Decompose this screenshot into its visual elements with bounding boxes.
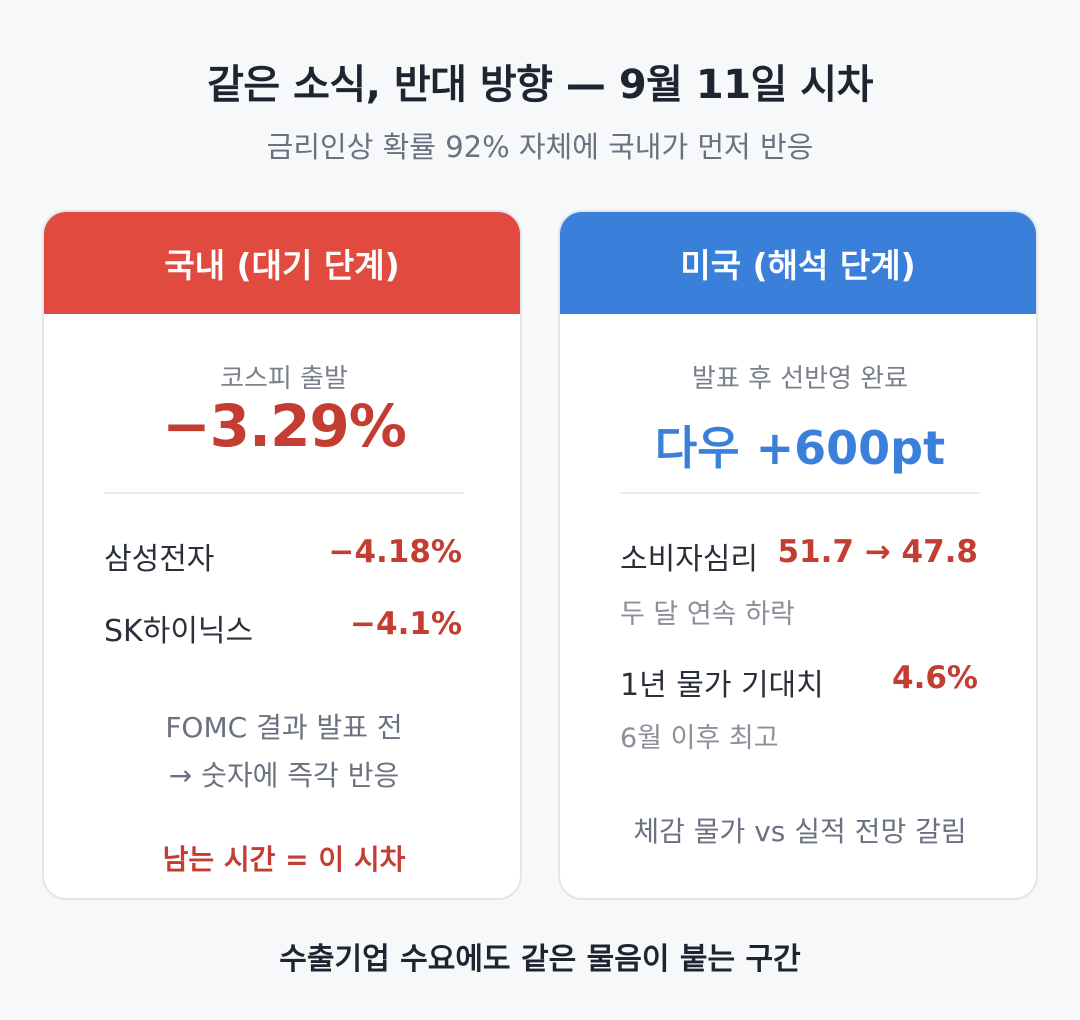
priced-in-label: 발표 후 선반영 완료 xyxy=(691,364,909,394)
fomc-note-line1: FOMC 결과 발표 전 xyxy=(165,711,403,744)
footer-caption: 수출기업 수요에도 같은 물음이 붙는 구간 xyxy=(279,942,801,977)
page-title: 같은 소식, 반대 방향 — 9월 11일 시차 xyxy=(207,62,873,108)
dow-value: 다우 +600pt xyxy=(654,421,946,475)
consumer-sentiment-label: 소비자심리 xyxy=(620,542,758,577)
inflation-expectation-value: 4.6% xyxy=(892,660,978,696)
us-divider xyxy=(620,492,980,494)
domestic-divider xyxy=(104,492,464,494)
time-gap-accent: 남는 시간 = 이 시차 xyxy=(162,843,406,876)
samsung-value: −4.18% xyxy=(328,534,462,570)
inflation-expectation-sub: 6월 이후 최고 xyxy=(620,723,779,754)
page-subtitle: 금리인상 확률 92% 자체에 국내가 먼저 반응 xyxy=(266,130,814,164)
divergence-note: 체감 물가 vs 실적 전망 갈림 xyxy=(633,815,967,848)
skhynix-label: SK하이닉스 xyxy=(104,614,254,649)
fomc-note-line2: → 숫자에 즉각 반응 xyxy=(168,759,400,792)
us-card: 미국 (해석 단계) 발표 후 선반영 완료 다우 +600pt 소비자심리 5… xyxy=(558,210,1038,900)
samsung-label: 삼성전자 xyxy=(104,542,215,577)
inflation-expectation-label: 1년 물가 기대치 xyxy=(620,668,824,703)
consumer-sentiment-sub: 두 달 연속 하락 xyxy=(620,599,795,630)
domestic-card: 국내 (대기 단계) 코스피 출발 −3.29% 삼성전자 −4.18% SK하… xyxy=(42,210,522,900)
skhynix-value: −4.1% xyxy=(350,606,462,642)
kospi-value: −3.29% xyxy=(162,392,407,460)
kospi-label: 코스피 출발 xyxy=(220,364,348,394)
consumer-sentiment-value: 51.7 → 47.8 xyxy=(777,534,978,570)
us-card-header: 미국 (해석 단계) xyxy=(560,212,1036,314)
domestic-card-header: 국내 (대기 단계) xyxy=(44,212,520,314)
